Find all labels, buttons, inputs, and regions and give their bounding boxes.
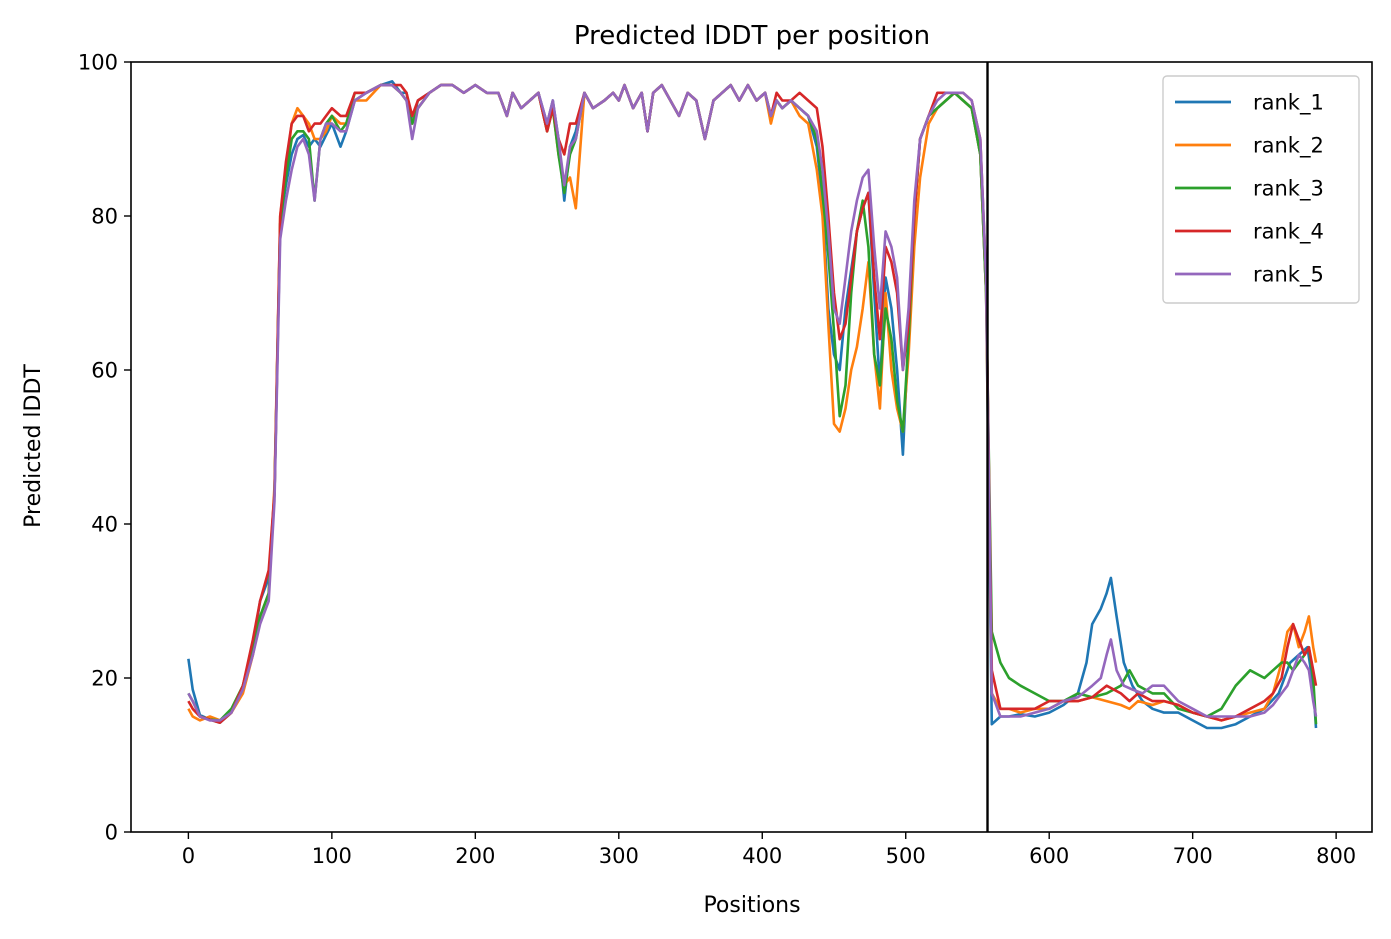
legend-label: rank_1 (1253, 91, 1324, 116)
chart-title: Predicted lDDT per position (574, 21, 930, 51)
x-tick-label: 500 (886, 844, 926, 868)
legend: rank_1 rank_2 rank_3 rank_4 rank_5 (1162, 75, 1360, 304)
y-tick-label: 100 (78, 51, 118, 75)
x-tick-label: 400 (742, 844, 782, 868)
x-tick-label: 600 (1029, 844, 1069, 868)
x-tick-label: 300 (599, 844, 639, 868)
y-axis: 0 20 40 60 80 100 (78, 51, 131, 845)
x-axis-title: Positions (703, 893, 800, 918)
y-axis-title: Predicted lDDT (21, 364, 46, 528)
y-tick-label: 80 (91, 205, 118, 229)
legend-label: rank_3 (1253, 177, 1324, 202)
y-tick-label: 40 (91, 513, 118, 537)
x-tick-label: 0 (182, 844, 195, 868)
x-axis: 0 100 200 300 400 500 600 700 800 (182, 832, 1356, 868)
plot-frame (130, 61, 1373, 833)
series-layer (187, 80, 1318, 730)
legend-label: rank_5 (1253, 263, 1324, 288)
y-tick-label: 0 (105, 821, 118, 845)
y-tick-label: 20 (91, 667, 118, 691)
x-tick-label: 800 (1316, 844, 1356, 868)
legend-box (1162, 75, 1360, 304)
legend-label: rank_4 (1253, 220, 1324, 245)
legend-label: rank_2 (1253, 134, 1324, 159)
x-tick-label: 700 (1173, 844, 1213, 868)
x-tick-label: 200 (455, 844, 495, 868)
y-tick-label: 60 (91, 359, 118, 383)
x-tick-label: 100 (312, 844, 352, 868)
series-line-rank-5 (187, 83, 1318, 722)
